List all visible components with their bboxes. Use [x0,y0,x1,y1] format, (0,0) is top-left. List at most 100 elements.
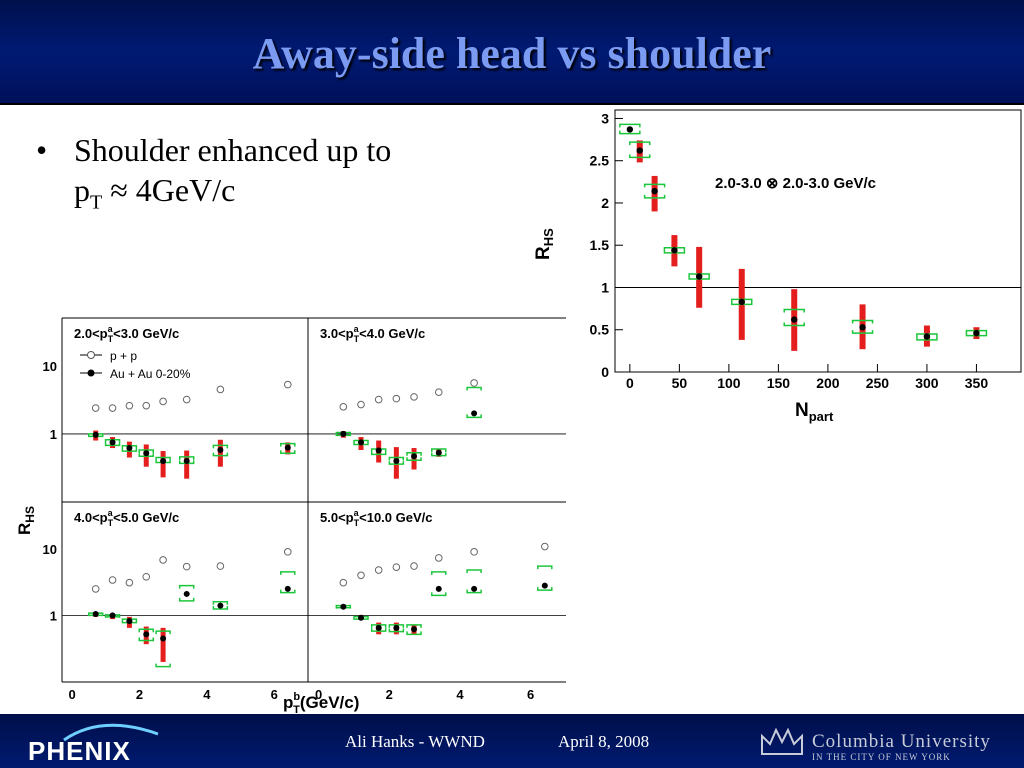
auau-data-point [109,612,116,619]
auau-data-point [411,626,418,633]
panel-xtick-label: 2 [386,687,393,702]
auau-sys-bracket [178,584,195,602]
auau-data-point [358,439,365,446]
pp-data-point [357,571,365,580]
pp-data-point [182,562,191,571]
npart-title: 2.0-3.0 ⊗ 2.0-3.0 GeV/c [715,175,876,192]
pp-data-point [125,401,134,410]
npart-data-point [791,316,798,323]
pp-data-point [216,562,225,570]
pp-data-point [339,578,348,587]
bullet-prefix: Shoulder enhanced up to [74,132,392,168]
auau-sys-bracket [388,456,405,465]
bullet-suffix: ≈ 4GeV/c [102,172,236,208]
panel-ytick-label: 10 [43,542,57,557]
npart-data-point [923,333,931,340]
panel-ytick-label: 10 [43,359,57,374]
npart-ytick-label: 2 [601,195,609,211]
pp-data-point [108,404,117,412]
npart-chart: 0 50 100 150 200 250 300 350 0 0.5 1 1.5 2 2.5 3 2.0-3… [533,109,1022,424]
bullet-pt-sub: T [90,191,103,214]
npart-data-point [651,187,658,195]
npart-data-point [626,126,634,133]
pp-data-point [374,566,383,574]
npart-data-point [973,329,980,337]
npart-data-point [671,247,678,254]
phenix-logo: PHENIX [28,736,131,766]
pp-data-point [470,379,478,387]
panel-label: 3.0<pa T<4.0 GeV/c [320,324,425,344]
slide-header [0,0,1024,105]
npart-xtick-label: 200 [816,375,840,391]
auau-data-point [217,447,224,454]
pp-data-point [142,401,151,410]
npart-ytick-label: 2.5 [590,153,610,169]
pp-data-point [125,578,134,587]
auau-data-point [340,603,347,610]
columbia-logo-sub: IN THE CITY OF NEW YORK [812,752,951,762]
npart-xtick-label: 100 [717,375,741,391]
auau-data-point [541,582,548,589]
npart-xtick-label: 250 [866,375,890,391]
npart-ylabel: RHS [533,228,556,260]
auau-data-point [375,447,382,454]
npart-xtick-label: 150 [767,375,791,391]
npart-data-point [636,147,643,154]
panel-ytick-label: 1 [50,608,57,623]
auau-sys-bracket [466,569,482,594]
auau-sys-bar [217,439,223,467]
npart-data-point [738,298,745,306]
footer-date: April 8, 2008 [558,732,650,751]
pp-data-point [159,397,167,406]
npart-ytick-label: 1.5 [590,237,610,253]
npart-ytick-label: 0.5 [590,322,610,338]
auau-data-point [411,453,418,460]
pp-data-point [142,572,151,581]
auau-data-point [160,635,167,642]
columbia-logo: Columbia University [812,731,991,752]
npart-sys-bracket [619,123,641,135]
pp-data-point [108,576,117,584]
panel-label: 4.0<pa T<5.0 GeV/c [74,508,179,528]
npart-sys-bracket [643,183,666,199]
legend-auau-marker [87,369,95,377]
auau-data-point [109,439,116,446]
auau-data-point [393,458,400,465]
legend-pp-label: p + p [110,349,137,363]
auau-data-point [183,590,190,597]
auau-data-point [126,618,133,625]
pp-data-point [470,548,478,556]
panel-xtick-label: 4 [456,687,464,702]
auau-data-point [471,410,478,417]
auau-sys-bar [160,627,166,662]
auau-data-point [358,614,365,621]
panel-xtick-label: 6 [271,687,278,702]
panel-xtick-label: 0 [68,687,75,702]
auau-sys-bracket [406,624,422,636]
auau-sys-bar [184,450,190,479]
slide-footer [0,714,1024,768]
auau-sys-bracket [138,628,154,642]
auau-data-point [471,585,478,592]
auau-sys-bar [160,451,166,478]
panel-xtick-label: 4 [203,687,211,702]
npart-data-point [695,273,703,280]
auau-data-point [143,631,150,638]
npart-marks [619,123,988,351]
pp-data-point [434,388,443,397]
grid-xlabel: pb T(GeV/c) [283,691,359,713]
panel-label: 2.0<pa T<3.0 GeV/c [74,324,179,344]
panel-xtick-label: 6 [527,687,534,702]
auau-sys-bracket [537,565,553,591]
pp-data-point [410,562,418,570]
npart-sys-bracket [783,308,805,327]
pp-data-point [216,385,225,394]
pp-data-point [182,395,191,404]
auau-data-point [284,585,291,592]
auau-data-point [183,458,190,465]
pp-data-point [434,554,443,562]
auau-data-point [284,444,291,451]
pp-data-point [392,563,401,571]
auau-data-point [435,585,442,592]
